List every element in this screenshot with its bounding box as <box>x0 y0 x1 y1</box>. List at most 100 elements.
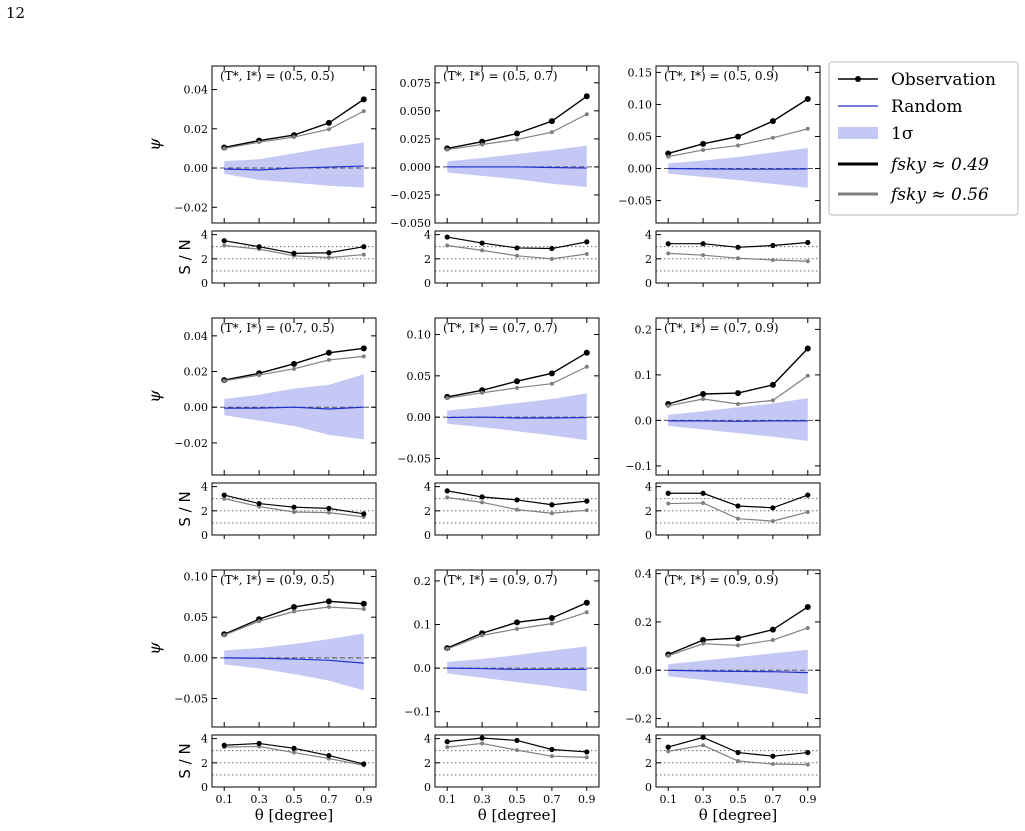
psi-y-label: ψ <box>145 138 164 151</box>
sn-point <box>479 494 485 500</box>
sn-y-tick-label: 0 <box>424 781 431 794</box>
sn-point <box>549 746 555 753</box>
panel-1: −0.02 0.00 0.02 0.04 (T*, I*) = (0.5, 0.5) 0 2… <box>145 65 377 290</box>
y-tick-label: 0.02 <box>184 123 209 136</box>
data-point <box>515 137 519 142</box>
sn-point <box>666 251 671 256</box>
sn-point <box>221 492 227 498</box>
y-tick-label: −0.05 <box>174 693 208 706</box>
legend: Observation Random 1σ fsky ≈ 0.49 fsky ≈ 0.5… <box>828 61 1019 216</box>
sn-point <box>445 495 450 500</box>
data-point <box>701 397 706 402</box>
y-tick-label: −0.02 <box>174 437 208 450</box>
sn-y-tick-label: 4 <box>424 229 431 242</box>
data-point <box>769 118 776 125</box>
series-line <box>224 165 364 171</box>
x-tick-label: 0.3 <box>250 793 268 806</box>
x-tick-label: 0.7 <box>543 793 561 806</box>
sn-y-tick-label: 0 <box>201 529 208 542</box>
data-point <box>583 93 590 100</box>
sn-point <box>770 762 775 767</box>
sn-point <box>549 256 554 261</box>
data-point <box>549 130 554 135</box>
sn-point <box>479 735 485 741</box>
sn-y-tick-label: 4 <box>201 229 208 242</box>
y-tick-label: 0.050 <box>400 105 432 118</box>
y-tick-label: −0.1 <box>625 460 652 473</box>
sn-point <box>361 511 367 517</box>
plot-frame <box>655 569 821 728</box>
y-tick-label: 0.05 <box>628 130 653 143</box>
data-point <box>666 403 671 408</box>
data-point <box>514 130 520 137</box>
sn-point <box>221 742 227 748</box>
data-point <box>769 381 776 388</box>
x-axis-label: θ [degree] <box>699 806 778 824</box>
x-tick-label: 0.7 <box>764 793 782 806</box>
sn-panel: 0 2 4 <box>201 481 377 542</box>
data-point <box>326 127 331 132</box>
sn-y-tick-label: 4 <box>201 481 208 494</box>
data-point <box>445 147 450 152</box>
sn-point <box>584 508 589 513</box>
y-tick-label: 0.10 <box>184 571 209 584</box>
y-tick-label: 0.00 <box>184 652 209 665</box>
data-point <box>480 390 485 395</box>
y-tick-label: 0.05 <box>407 370 432 383</box>
data-point <box>257 140 262 145</box>
sn-point <box>361 252 366 257</box>
sn-point <box>326 255 331 260</box>
data-point <box>257 373 262 378</box>
y-tick-label: 0.0 <box>635 414 653 427</box>
sn-point <box>222 496 227 501</box>
sn-point <box>445 745 450 750</box>
data-point <box>549 621 554 626</box>
sigma-band <box>224 633 364 691</box>
data-point <box>666 653 671 658</box>
panel-title: (T*, I*) = (0.9, 0.9) <box>664 573 779 587</box>
data-point <box>360 96 367 103</box>
data-point <box>514 378 520 385</box>
sn-point <box>514 245 520 251</box>
data-point <box>291 360 297 367</box>
sn-point <box>584 755 589 760</box>
sn-point <box>700 490 706 496</box>
data-point <box>291 604 297 611</box>
sn-point <box>444 488 450 494</box>
sn-point <box>735 749 741 756</box>
data-point <box>736 402 740 407</box>
data-point <box>804 96 811 103</box>
y-tick-label: 0.15 <box>628 66 653 79</box>
sn-panel: 0 2 4 0.1 0.3 0.5 0.7 0.9 θ [degree] <box>424 733 600 824</box>
sn-point <box>736 516 740 521</box>
sn-point <box>549 502 555 508</box>
x-tick-label: 0.5 <box>508 793 526 806</box>
legend-sigma-swatch <box>838 127 878 139</box>
panel-2: −0.050 −0.025 0.000 0.025 0.050 0.075 (T*, I*)… <box>390 65 600 290</box>
sn-y-tick-label: 2 <box>645 253 652 266</box>
sigma-band <box>668 148 808 188</box>
data-point <box>326 357 331 362</box>
y-tick-label: 0.00 <box>184 401 209 414</box>
series-line <box>447 416 587 419</box>
data-point <box>805 373 810 378</box>
sn-point <box>361 244 367 250</box>
legend-observation: Observation <box>891 70 996 90</box>
sn-point <box>770 258 775 263</box>
data-point <box>805 625 810 630</box>
data-point <box>514 619 520 626</box>
sn-y-tick-label: 2 <box>424 757 431 770</box>
sn-panel: 0 2 4 0.1 0.3 0.5 0.7 0.9 θ [degree] <box>645 733 821 824</box>
data-point <box>770 638 775 643</box>
sn-point <box>805 510 810 515</box>
sigma-band <box>668 649 808 695</box>
data-point <box>804 603 811 610</box>
data-point <box>700 637 707 644</box>
sn-point <box>805 239 811 246</box>
sn-point <box>736 256 740 261</box>
series-line <box>224 98 365 149</box>
y-tick-label: −0.05 <box>397 452 431 465</box>
y-tick-label: 0.1 <box>635 369 653 382</box>
sn-point <box>444 739 450 745</box>
